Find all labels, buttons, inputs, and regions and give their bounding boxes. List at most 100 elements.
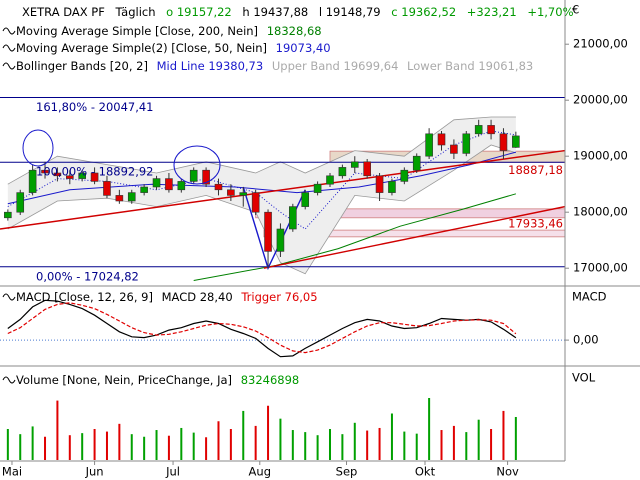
candle-body bbox=[487, 125, 495, 135]
candle-body bbox=[499, 133, 508, 151]
volume-bar bbox=[452, 425, 455, 460]
price-panel bbox=[0, 97, 565, 281]
candle-body bbox=[127, 192, 136, 202]
volume-bar bbox=[502, 410, 505, 460]
change-percent: +1,70% bbox=[527, 5, 573, 19]
y-tick-label: 19000,00 bbox=[573, 149, 628, 163]
candle-body bbox=[189, 169, 198, 182]
volume-bar bbox=[366, 430, 369, 460]
annotation-circle bbox=[173, 145, 221, 185]
y-tick-label: 21000,00 bbox=[573, 37, 628, 51]
candle-body bbox=[264, 211, 272, 252]
candle-body bbox=[103, 181, 111, 196]
volume-bar bbox=[217, 421, 220, 460]
legend-entry: Volume [None, Nein, PriceChange, Ja] 832… bbox=[16, 373, 299, 387]
candle-body bbox=[276, 228, 285, 252]
candle-body bbox=[437, 133, 446, 146]
legend-entry: Moving Average Simple(2) [Close, 50, Nei… bbox=[16, 41, 331, 55]
legend-value: 19073,40 bbox=[276, 41, 331, 55]
candle-body bbox=[202, 169, 210, 185]
volume-bar bbox=[118, 423, 121, 460]
legend-value: Upper Band 19699,64 bbox=[272, 59, 399, 73]
volume-bar bbox=[428, 398, 431, 460]
candle-body bbox=[326, 175, 334, 185]
volume-bar bbox=[291, 430, 294, 460]
candle-body bbox=[65, 175, 74, 179]
fib-label: 0,00% - 17024,82 bbox=[36, 269, 139, 283]
x-tick-label: Sep bbox=[336, 465, 358, 479]
moving-average bbox=[7, 151, 517, 205]
legend-value: Mid Line 19380,73 bbox=[157, 59, 264, 73]
candle-body bbox=[4, 211, 12, 219]
candle-body bbox=[16, 192, 25, 213]
candle-body bbox=[152, 178, 161, 188]
volume-bar bbox=[304, 432, 307, 460]
open-quote: o 19157,22 bbox=[166, 5, 232, 19]
candle-body bbox=[251, 192, 260, 213]
volume-bar bbox=[180, 427, 183, 460]
candle-body bbox=[350, 161, 359, 168]
candle-body bbox=[425, 133, 433, 157]
candle-body bbox=[462, 133, 471, 154]
legend-entry: Bollinger Bands [20, 2] Mid Line 19380,7… bbox=[16, 59, 533, 73]
candle-body bbox=[388, 181, 396, 193]
volume-bar bbox=[130, 434, 133, 460]
candle-body bbox=[239, 192, 248, 196]
fib-label: 161,80% - 20047,41 bbox=[36, 100, 154, 114]
candle-body bbox=[301, 192, 310, 207]
price-mark: 17933,46 bbox=[508, 216, 563, 230]
legend-name: MACD [Close, 12, 26, 9] bbox=[16, 290, 153, 304]
candle-body bbox=[41, 169, 49, 174]
volume-bar bbox=[316, 435, 319, 460]
indicator-line bbox=[7, 299, 517, 358]
price-mark: 18887,18 bbox=[508, 163, 563, 177]
x-tick-label: Nov bbox=[496, 465, 519, 479]
trendline bbox=[263, 205, 565, 269]
candle-body bbox=[115, 195, 124, 202]
y-tick-label: 20000,00 bbox=[573, 93, 628, 107]
volume-bar bbox=[341, 434, 344, 460]
volume-panel bbox=[6, 398, 517, 460]
candle-body bbox=[450, 144, 458, 154]
volume-bar bbox=[477, 419, 480, 460]
annotation-circle bbox=[22, 129, 54, 167]
candle-body bbox=[375, 175, 384, 193]
candle-body bbox=[227, 189, 235, 196]
header: XETRA DAX PF Täglich o 19157,22 h 19437,… bbox=[22, 5, 574, 19]
x-tick-label: Mai bbox=[2, 465, 22, 479]
high-quote: h 19437,88 bbox=[242, 5, 308, 19]
volume-bar bbox=[6, 429, 9, 460]
volume-bar bbox=[44, 436, 47, 460]
volume-bar bbox=[205, 437, 208, 460]
close-quote: c 19362,52 bbox=[391, 5, 456, 19]
volume-bar bbox=[81, 433, 84, 460]
volume-bar bbox=[378, 427, 381, 460]
candle-body bbox=[512, 135, 520, 148]
volume-bar bbox=[514, 416, 517, 460]
volume-bar bbox=[254, 425, 257, 460]
currency: € bbox=[572, 3, 579, 17]
volume-bar bbox=[440, 430, 443, 460]
legend-name: Moving Average Simple [Close, 200, Nein] bbox=[16, 24, 258, 38]
volume-bar bbox=[490, 429, 493, 460]
change: +323,21 bbox=[467, 5, 517, 19]
candle-body bbox=[313, 183, 322, 193]
legend-value: 18328,68 bbox=[267, 24, 322, 38]
candle-body bbox=[90, 172, 99, 182]
candle-body bbox=[289, 206, 297, 230]
candle-body bbox=[140, 186, 148, 193]
candle-body bbox=[165, 178, 173, 191]
indicator-line bbox=[7, 302, 517, 354]
volume-bar bbox=[155, 430, 158, 460]
moving-average bbox=[193, 193, 517, 281]
legend-name: Bollinger Bands [20, 2] bbox=[16, 59, 148, 73]
fib-label: 100,00% - 18892,92 bbox=[36, 165, 154, 179]
instrument: XETRA DAX PF bbox=[22, 5, 105, 19]
volume-bar bbox=[279, 418, 282, 460]
volume-bar bbox=[465, 432, 468, 460]
axis-label: VOL bbox=[572, 371, 596, 385]
legend-name: Moving Average Simple(2) [Close, 50, Nei… bbox=[16, 41, 267, 55]
candle-body bbox=[412, 155, 421, 171]
x-tick-label: Jul bbox=[165, 465, 180, 479]
y-tick-label: 17000,00 bbox=[573, 261, 628, 275]
